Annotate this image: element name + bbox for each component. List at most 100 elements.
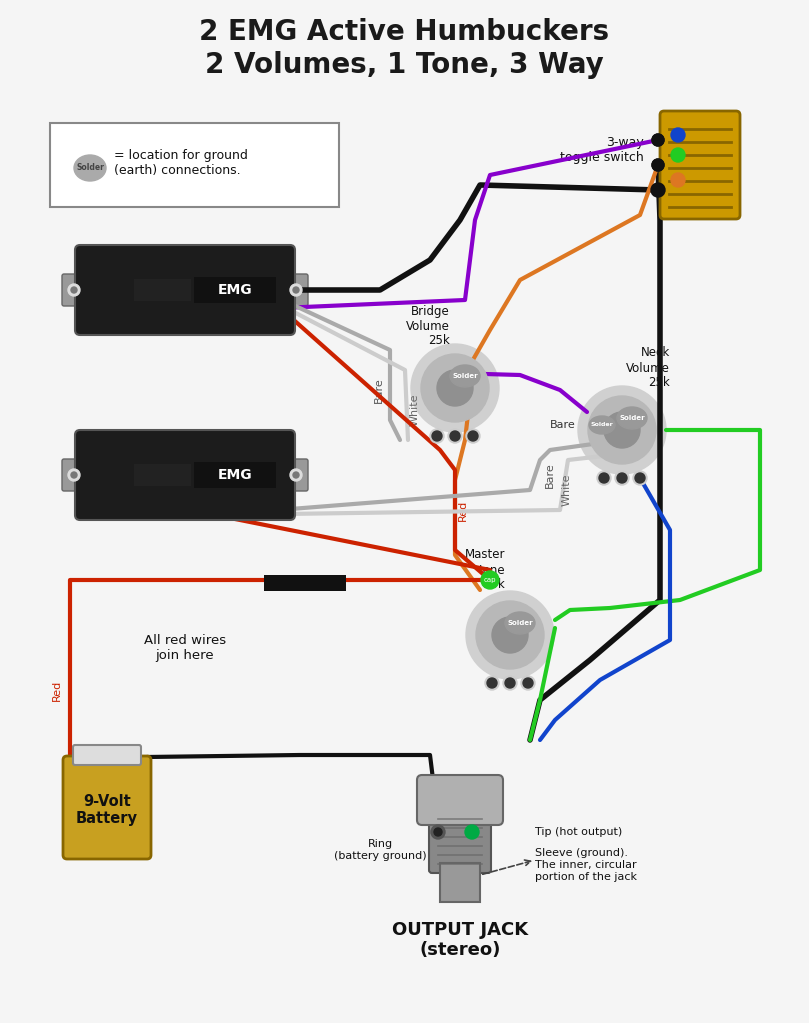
Circle shape: [671, 173, 685, 187]
Circle shape: [597, 471, 611, 485]
Circle shape: [431, 825, 445, 839]
FancyBboxPatch shape: [194, 277, 276, 303]
Circle shape: [506, 679, 514, 686]
Circle shape: [578, 386, 666, 474]
Circle shape: [71, 472, 77, 478]
Ellipse shape: [617, 407, 647, 429]
Text: Solder: Solder: [507, 620, 533, 626]
Circle shape: [421, 354, 489, 422]
FancyBboxPatch shape: [63, 756, 151, 859]
Text: 2 EMG Active Humbuckers: 2 EMG Active Humbuckers: [199, 18, 609, 46]
Circle shape: [633, 471, 647, 485]
Circle shape: [489, 679, 495, 686]
Text: EMG: EMG: [218, 468, 252, 482]
Text: 3-way
toggle switch: 3-way toggle switch: [561, 136, 644, 164]
Circle shape: [485, 676, 499, 690]
FancyBboxPatch shape: [284, 459, 308, 491]
Circle shape: [615, 471, 629, 485]
Circle shape: [652, 159, 664, 171]
Circle shape: [290, 469, 302, 481]
Circle shape: [411, 344, 499, 432]
FancyBboxPatch shape: [134, 279, 191, 301]
Circle shape: [293, 472, 299, 478]
Circle shape: [619, 475, 625, 482]
Text: White: White: [562, 474, 572, 506]
Circle shape: [450, 431, 460, 441]
Text: = location for ground
(earth) connections.: = location for ground (earth) connection…: [114, 149, 248, 177]
Circle shape: [652, 184, 664, 196]
Circle shape: [505, 678, 515, 688]
Text: cap: cap: [484, 577, 496, 583]
Text: Bare: Bare: [374, 377, 384, 403]
Circle shape: [68, 469, 80, 481]
Text: Neck
Volume
25k: Neck Volume 25k: [626, 347, 670, 390]
FancyBboxPatch shape: [75, 430, 295, 520]
Circle shape: [652, 159, 664, 171]
Circle shape: [71, 287, 77, 293]
Text: 2 Volumes, 1 Tone, 3 Way: 2 Volumes, 1 Tone, 3 Way: [205, 51, 604, 79]
FancyBboxPatch shape: [134, 464, 191, 486]
Circle shape: [451, 433, 459, 440]
Circle shape: [466, 429, 480, 443]
Text: Red: Red: [458, 499, 468, 521]
FancyBboxPatch shape: [429, 812, 491, 873]
FancyBboxPatch shape: [62, 459, 86, 491]
Ellipse shape: [589, 416, 615, 434]
Ellipse shape: [505, 612, 535, 634]
Text: Ring
(battery ground): Ring (battery ground): [333, 839, 426, 860]
FancyBboxPatch shape: [75, 244, 295, 335]
Circle shape: [617, 473, 627, 483]
FancyBboxPatch shape: [440, 863, 480, 902]
FancyBboxPatch shape: [417, 775, 503, 825]
Circle shape: [588, 396, 656, 464]
Circle shape: [599, 473, 609, 483]
Circle shape: [468, 431, 478, 441]
Text: All red wires
join here: All red wires join here: [144, 634, 226, 662]
FancyBboxPatch shape: [50, 123, 339, 207]
Text: Solder: Solder: [76, 164, 104, 173]
Circle shape: [476, 601, 544, 669]
Text: Bridge
Volume
25k: Bridge Volume 25k: [406, 305, 450, 348]
Circle shape: [503, 676, 517, 690]
Circle shape: [290, 284, 302, 296]
Circle shape: [524, 679, 532, 686]
Circle shape: [434, 828, 442, 836]
Circle shape: [432, 431, 442, 441]
Circle shape: [652, 134, 664, 146]
Circle shape: [671, 148, 685, 162]
Circle shape: [600, 475, 608, 482]
Circle shape: [635, 473, 645, 483]
Circle shape: [637, 475, 643, 482]
FancyBboxPatch shape: [62, 274, 86, 306]
Text: Sleeve (ground).
The inner, circular
portion of the jack: Sleeve (ground). The inner, circular por…: [535, 848, 637, 882]
Circle shape: [604, 412, 640, 448]
Circle shape: [481, 571, 499, 589]
Text: White: White: [410, 394, 420, 427]
Circle shape: [465, 825, 479, 839]
Circle shape: [430, 429, 444, 443]
Circle shape: [68, 284, 80, 296]
Circle shape: [492, 617, 528, 653]
Circle shape: [469, 433, 477, 440]
Circle shape: [671, 128, 685, 142]
Text: EMG: EMG: [218, 283, 252, 297]
FancyBboxPatch shape: [264, 575, 346, 591]
Circle shape: [448, 429, 462, 443]
Text: Master
tone
25k: Master tone 25k: [464, 548, 505, 591]
Circle shape: [487, 678, 497, 688]
Circle shape: [434, 433, 440, 440]
Text: 9-Volt
Battery: 9-Volt Battery: [76, 794, 138, 827]
Ellipse shape: [450, 365, 480, 387]
FancyBboxPatch shape: [660, 112, 740, 219]
FancyBboxPatch shape: [284, 274, 308, 306]
Text: Solder: Solder: [452, 373, 478, 379]
Text: Red: Red: [299, 575, 321, 588]
Circle shape: [652, 184, 664, 196]
Text: Bare: Bare: [550, 420, 576, 430]
Circle shape: [293, 287, 299, 293]
Circle shape: [466, 591, 554, 679]
Text: OUTPUT JACK
(stereo): OUTPUT JACK (stereo): [392, 921, 528, 960]
FancyBboxPatch shape: [73, 745, 141, 765]
Circle shape: [523, 678, 533, 688]
Circle shape: [521, 676, 535, 690]
